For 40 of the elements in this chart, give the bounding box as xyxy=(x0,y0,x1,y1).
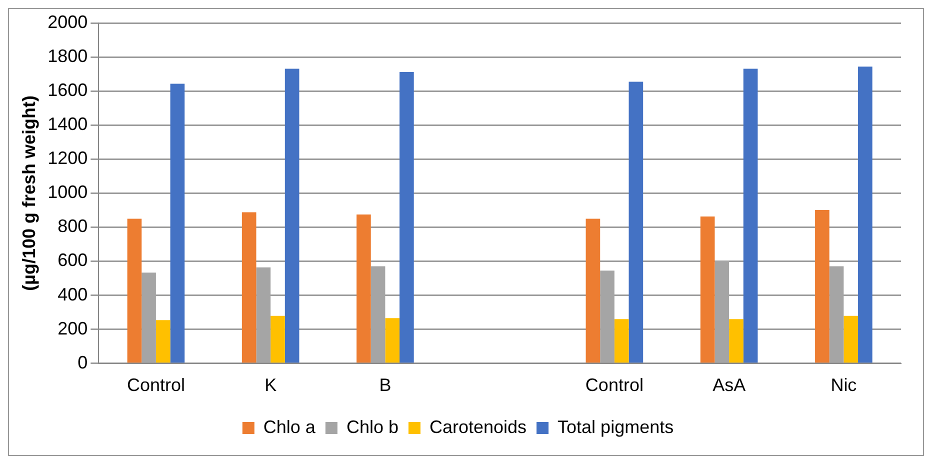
bar xyxy=(815,210,830,363)
bar xyxy=(743,68,758,363)
bar xyxy=(385,318,400,363)
legend-label: Chlo b xyxy=(346,416,398,437)
bar xyxy=(628,82,644,363)
y-axis-title: (µg/100 g fresh weight) xyxy=(18,95,39,291)
bar xyxy=(242,212,256,363)
y-tick-label: 1000 xyxy=(48,182,88,202)
bar xyxy=(284,68,300,363)
y-tick-label: 1200 xyxy=(48,148,88,168)
y-tick-label: 800 xyxy=(58,216,88,236)
x-tick-label: Control xyxy=(585,375,644,396)
y-tick-label: 600 xyxy=(58,250,88,270)
y-tick-label: 0 xyxy=(78,352,88,372)
legend-label: Chlo a xyxy=(263,416,316,437)
bar xyxy=(270,316,285,363)
bar xyxy=(729,319,744,363)
bar xyxy=(858,66,872,363)
x-tick-label: K xyxy=(264,375,277,396)
y-tick-label: 1600 xyxy=(48,80,88,100)
legend-label: Total pigments xyxy=(558,416,674,437)
y-tick-label: 400 xyxy=(58,284,88,304)
x-tick-label: AsA xyxy=(712,375,746,396)
bar xyxy=(586,218,600,363)
y-tick-label: 200 xyxy=(58,318,88,338)
bar xyxy=(844,316,858,363)
y-tick-label: 2000 xyxy=(48,12,88,32)
bar xyxy=(127,218,142,363)
x-tick-label: Nic xyxy=(830,375,857,396)
bar xyxy=(400,72,414,363)
legend-label: Carotenoids xyxy=(429,416,527,437)
x-tick-label: Control xyxy=(126,375,185,396)
bar xyxy=(156,320,170,363)
bar xyxy=(356,214,371,363)
bar xyxy=(700,216,715,363)
x-tick-label: B xyxy=(379,375,392,396)
y-tick-label: 1400 xyxy=(48,114,88,134)
bar xyxy=(170,84,185,363)
bar xyxy=(614,319,629,363)
y-tick-label: 1800 xyxy=(48,46,88,66)
